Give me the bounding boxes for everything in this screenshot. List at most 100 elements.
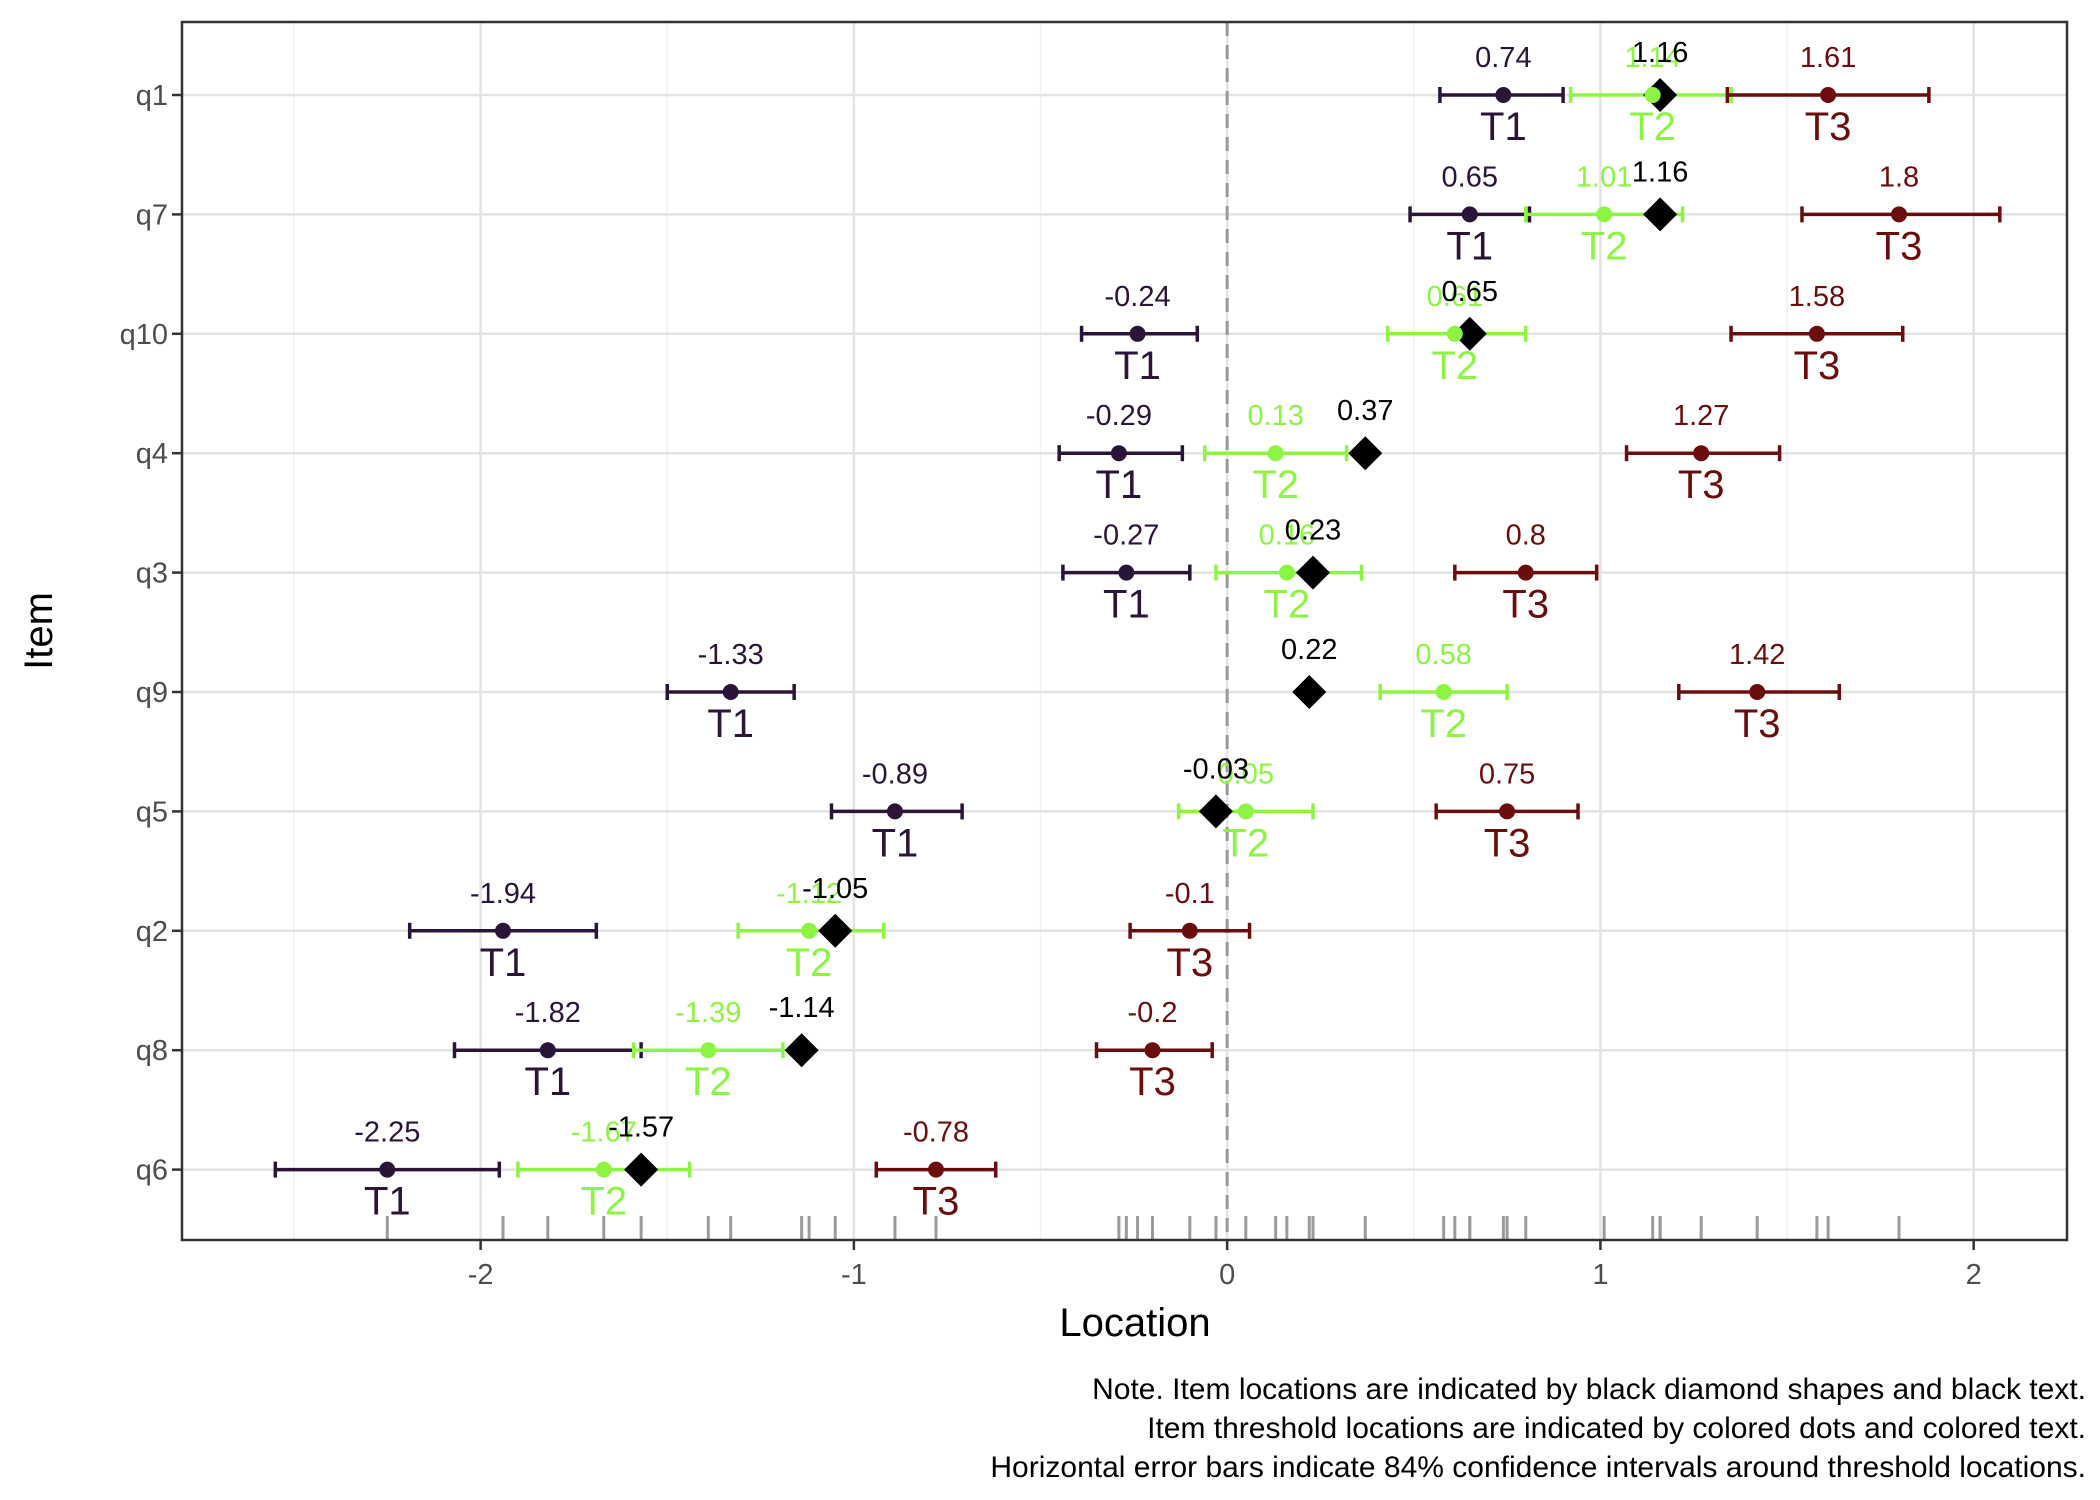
threshold-point-T1	[1110, 445, 1127, 462]
threshold-point-T3	[1499, 803, 1516, 820]
item-location-label: 0.23	[1285, 515, 1341, 547]
item-location-diamond	[1452, 316, 1487, 351]
threshold-point-T1	[1461, 206, 1478, 223]
plot-border	[180, 20, 2069, 1242]
caption-line-3: Horizontal error bars indicate 84% confi…	[990, 1451, 2086, 1484]
threshold-name-label: T3	[1734, 702, 1781, 746]
item-location-diamond	[1348, 436, 1383, 471]
threshold-value-label: 1.61	[1800, 42, 1856, 74]
item-location-diamond	[624, 1152, 659, 1187]
threshold-value-label: -1.82	[515, 997, 581, 1029]
threshold-value-label: -1.12	[776, 878, 842, 910]
threshold-point-T3	[1749, 684, 1766, 700]
threshold-value-label: -0.1	[1165, 878, 1215, 910]
threshold-name-label: T2	[685, 1060, 732, 1104]
threshold-name-label: T1	[1096, 463, 1143, 507]
threshold-value-label: -0.27	[1093, 520, 1159, 552]
y-tick-label: q5	[136, 796, 168, 828]
threshold-point-T2	[1267, 445, 1284, 462]
plot-background	[182, 22, 2067, 1240]
threshold-value-label: 1.58	[1789, 281, 1845, 313]
item-location-label: 1.16	[1632, 156, 1688, 188]
item-row-q3: -0.27 T1 0.16 T2 0.8 T3 0.23	[1061, 515, 1599, 627]
caption-line-1: Note. Item locations are indicated by bl…	[1092, 1373, 2086, 1406]
y-tick-label: q9	[136, 677, 168, 709]
threshold-name-label: T3	[1166, 941, 1213, 985]
y-tick-label: q10	[120, 319, 168, 351]
y-axis-title: Item	[17, 592, 61, 670]
item-location-diamond	[784, 1033, 819, 1068]
threshold-name-label: T1	[707, 702, 754, 746]
threshold-value-label: -0.24	[1105, 281, 1171, 313]
threshold-value-label: -1.39	[675, 997, 741, 1029]
threshold-name-label: T3	[1876, 224, 1923, 268]
item-location-label: 0.22	[1281, 634, 1337, 666]
item-location-label: -0.03	[1183, 753, 1249, 785]
threshold-point-T3	[1891, 206, 1908, 223]
item-row-q1: 0.74 T1 1.14 T2 1.61 T3 1.16	[1438, 37, 1931, 149]
threshold-value-label: -0.2	[1128, 997, 1178, 1029]
threshold-name-label: T1	[480, 941, 527, 985]
x-tick-label: 1	[1592, 1259, 1608, 1291]
y-tick-label: q4	[136, 438, 168, 470]
threshold-name-label: T3	[1805, 105, 1852, 149]
y-tick-label: q3	[136, 558, 168, 590]
x-axis-title: Location	[1059, 1301, 1210, 1345]
rug-ticks	[385, 1216, 1901, 1240]
threshold-name-label: T3	[913, 1180, 960, 1224]
threshold-name-label: T1	[1114, 344, 1161, 388]
item-row-q9: -1.33 T1 0.58 T2 1.42 T3 0.22	[665, 634, 1842, 746]
threshold-point-T1	[539, 1042, 556, 1059]
threshold-point-T3	[1517, 564, 1534, 581]
threshold-name-label: T3	[1678, 463, 1725, 507]
threshold-name-label: T2	[1431, 344, 1478, 388]
threshold-value-label: 1.01	[1576, 161, 1632, 193]
threshold-point-T3	[1181, 922, 1198, 939]
threshold-name-label: T3	[1502, 583, 1549, 627]
threshold-point-T2	[801, 922, 818, 939]
y-tick-label: q6	[136, 1155, 168, 1187]
item-location-label: -1.57	[608, 1112, 674, 1144]
threshold-value-label: 0.75	[1479, 758, 1535, 790]
threshold-name-label: T1	[364, 1180, 411, 1224]
item-location-diamond	[1643, 197, 1678, 232]
item-location-diamond	[818, 913, 853, 948]
threshold-name-label: T2	[1264, 583, 1311, 627]
x-axis: -2 -1 0 1 2	[468, 1240, 1982, 1291]
threshold-value-label: 0.16	[1259, 520, 1315, 552]
threshold-value-label: 0.13	[1247, 400, 1303, 432]
threshold-point-T1	[1118, 564, 1135, 581]
y-tick-label: q2	[136, 916, 168, 948]
threshold-value-label: -1.67	[571, 1117, 637, 1149]
item-row-q10: -0.24 T1 0.61 T2 1.58 T3 0.65	[1079, 276, 1905, 388]
threshold-name-label: T2	[786, 941, 833, 985]
item-location-label: 1.16	[1632, 37, 1688, 69]
threshold-point-T2	[1278, 564, 1295, 581]
item-location-label: -1.14	[769, 992, 835, 1024]
threshold-value-label: 0.65	[1442, 161, 1498, 193]
threshold-name-label: T3	[1794, 344, 1841, 388]
threshold-name-label: T1	[872, 821, 919, 865]
threshold-name-label: T1	[1103, 583, 1150, 627]
threshold-name-label: T2	[1629, 105, 1676, 149]
item-row-q2: -1.94 T1 -1.12 T2 -0.1 T3 -1.05	[407, 873, 1252, 985]
x-tick-label: 0	[1219, 1259, 1235, 1291]
y-tick-label: q1	[136, 80, 168, 112]
threshold-name-label: T1	[1446, 224, 1493, 268]
caption-line-2: Item threshold locations are indicated b…	[1147, 1412, 2086, 1445]
y-tick-label: q8	[136, 1035, 168, 1067]
threshold-point-T3	[928, 1161, 944, 1178]
threshold-name-label: T3	[1129, 1060, 1176, 1104]
threshold-point-T2	[1237, 803, 1254, 820]
threshold-point-T1	[379, 1161, 396, 1178]
item-row-q6: -2.25 T1 -1.67 T2 -0.78 T3 -1.57	[273, 1112, 998, 1224]
threshold-point-T3	[1820, 87, 1837, 103]
threshold-point-T2	[1446, 325, 1463, 342]
threshold-point-T1	[1495, 87, 1512, 103]
threshold-name-label: T2	[1581, 224, 1628, 268]
threshold-value-label: 1.8	[1879, 161, 1919, 193]
threshold-value-label: -0.78	[903, 1117, 969, 1149]
threshold-point-T2	[700, 1042, 717, 1059]
threshold-name-label: T2	[580, 1180, 627, 1224]
